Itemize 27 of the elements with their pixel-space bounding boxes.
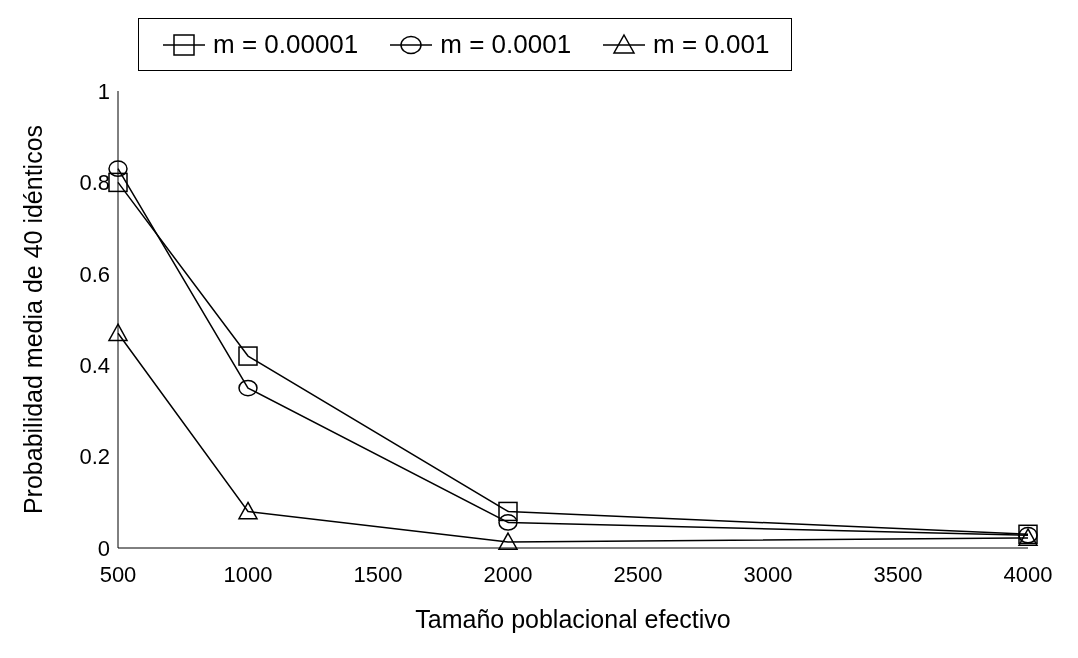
point — [238, 379, 258, 397]
x-tick-label: 3000 — [743, 561, 793, 587]
x-tick-label: 2000 — [483, 561, 533, 587]
point — [498, 532, 518, 551]
y-tick-label: 0.6 — [79, 261, 110, 287]
y-tick-label: 0.2 — [79, 444, 110, 470]
point — [498, 501, 518, 522]
x-tick-label: 1500 — [353, 561, 403, 587]
legend-label: m = 0.001 — [653, 29, 770, 60]
x-axis-title: Tamaño poblacional efectivo — [415, 605, 731, 633]
x-tick-label: 1000 — [223, 561, 273, 587]
x-tick-label: 4000 — [1003, 561, 1053, 587]
point — [498, 514, 518, 531]
point — [108, 172, 128, 193]
y-tick-label: 1 — [97, 78, 110, 104]
point — [108, 323, 128, 342]
legend-label: m = 0.0001 — [440, 29, 572, 60]
x-tick-label: 2500 — [613, 561, 663, 587]
point — [238, 346, 258, 366]
y-axis-title: Probabilidad media de 40 idénticos — [18, 124, 47, 515]
legend-label: m = 0.00001 — [213, 29, 359, 60]
y-tick-label: 0.4 — [79, 353, 110, 379]
y-tick-label: 0 — [97, 535, 110, 561]
x-tick-label: 500 — [99, 561, 137, 587]
point — [108, 160, 128, 178]
point — [238, 501, 258, 520]
x-tick-label: 3500 — [873, 561, 923, 587]
